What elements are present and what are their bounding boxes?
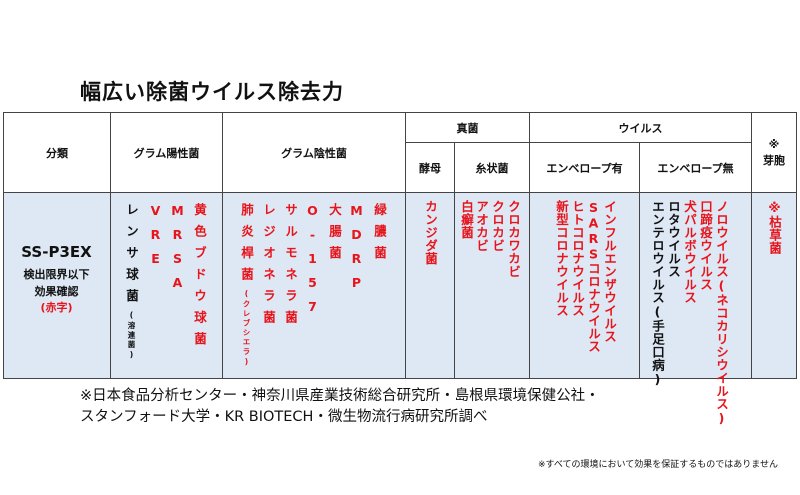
footnote-line1: ※日本食品分析センター・神奈川県産業技術総合研究所・島根県環境保健公社・ bbox=[80, 388, 600, 404]
spore-cell bbox=[751, 192, 797, 379]
non-enveloped-cell bbox=[639, 192, 752, 379]
organism-mrsa: MRSA bbox=[170, 203, 185, 299]
organism-aureobasidium: クロカワカビ bbox=[506, 200, 521, 278]
organism-mdrp: MDRP bbox=[349, 203, 364, 299]
organism-pseudomonas: 緑膿菌 bbox=[372, 203, 387, 268]
virus-norovirus: ノロウイルス(ネコカリシウイルス) bbox=[714, 200, 729, 426]
organism-o157: O-157 bbox=[305, 203, 320, 323]
enveloped-cell bbox=[529, 192, 640, 379]
product-model: SS-P3EX bbox=[21, 243, 92, 261]
organism-bacillus-subtilis: ※枯草菌 bbox=[767, 200, 782, 255]
product-note-line1: 検出限界以下 bbox=[23, 268, 90, 281]
organism-e-coli: 大腸菌 bbox=[327, 203, 342, 268]
header-fungi: 真菌 bbox=[405, 112, 530, 143]
virus-influenza: インフルエンザウイルス bbox=[602, 200, 617, 343]
gram-negative-cell bbox=[222, 192, 406, 379]
mold-cell bbox=[454, 192, 530, 379]
footnote-line2: スタンフォード大学・KR BIOTECH・微生物流行病研究所調べ bbox=[80, 409, 488, 425]
virus-new-coronavirus: 新型コロナウイルス bbox=[554, 200, 569, 317]
product-note-line2: 効果確認 bbox=[34, 285, 79, 298]
gram-positive-cell bbox=[110, 192, 223, 379]
header-classification: 分類 bbox=[3, 112, 111, 193]
organism-legionella: レジオネラ菌 bbox=[261, 203, 276, 332]
virus-enterovirus: エンテロウイルス(手足口病) bbox=[650, 200, 665, 387]
organism-staphylococcus-aureus: 黄色ブドウ球菌 bbox=[192, 203, 207, 354]
virus-sars-coronavirus: SARSコロナウイルス bbox=[586, 200, 601, 353]
virus-rotavirus: ロタウイルス bbox=[666, 200, 681, 278]
product-note-red: (赤字) bbox=[40, 301, 73, 314]
organism-klebsiella: 肺炎桿菌(クレブシエラ) bbox=[239, 203, 254, 368]
organism-candida: カンジダ菌 bbox=[423, 200, 438, 265]
product-cell bbox=[3, 192, 111, 379]
header-non-enveloped: エンベロープ無 bbox=[639, 142, 752, 193]
header-gram-negative: グラム陰性菌 bbox=[222, 112, 406, 193]
organism-penicillium: アオカビ bbox=[474, 200, 489, 252]
header-spore: ※ 芽胞 bbox=[751, 112, 797, 193]
organism-streptococcus: レンサ球菌(溶連菌) bbox=[124, 203, 139, 361]
header-virus: ウイルス bbox=[529, 112, 752, 143]
header-mold: 糸状菌 bbox=[454, 142, 530, 193]
organism-salmonella: サルモネラ菌 bbox=[283, 203, 298, 332]
header-gram-positive: グラム陽性菌 bbox=[110, 112, 223, 193]
organism-vre: VRE bbox=[148, 203, 163, 275]
virus-canine-parvovirus: 犬パルボウイルス bbox=[682, 200, 697, 304]
virus-fmd: 口蹄疫ウイルス bbox=[698, 200, 713, 291]
disclaimer: ※すべての環境において効果を保証するものではありません bbox=[537, 460, 778, 470]
virus-human-coronavirus: ヒトコロナウイルス bbox=[570, 200, 585, 317]
organism-cladosporium: クロカビ bbox=[490, 200, 505, 252]
spore-mark: ※ bbox=[768, 137, 780, 151]
organism-trichophyton: 白癬菌 bbox=[459, 200, 474, 239]
header-enveloped: エンベロープ有 bbox=[529, 142, 640, 193]
header-yeast: 酵母 bbox=[405, 142, 455, 193]
spore-label: 芽胞 bbox=[763, 153, 785, 167]
page-title: 幅広い除菌ウイルス除去力 bbox=[80, 80, 344, 104]
